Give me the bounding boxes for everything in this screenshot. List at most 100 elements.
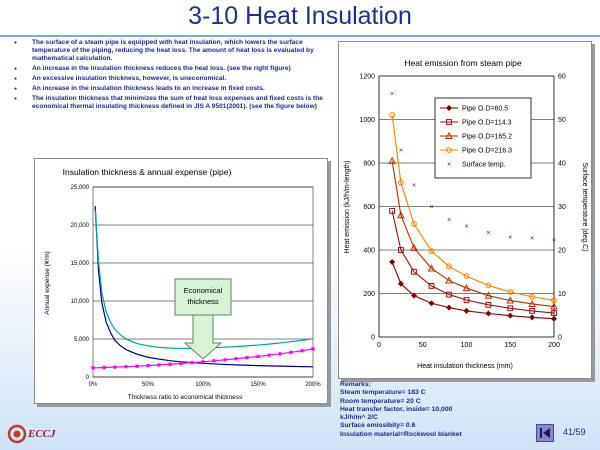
data-point: × xyxy=(412,182,416,189)
data-point xyxy=(245,356,249,360)
data-point xyxy=(551,315,557,322)
data-point xyxy=(300,349,304,353)
y-tick-label: 1200 xyxy=(359,74,375,81)
remarks-line: Heat transfer factor, inside= 10,000 xyxy=(340,405,453,413)
data-point xyxy=(446,291,452,298)
legend-label: Pipe O.D=216.3 xyxy=(462,148,512,155)
remarks-line: Room temperature= 20 C xyxy=(340,397,421,405)
x-tick-label: 0% xyxy=(89,382,98,388)
x-tick-label: 0 xyxy=(377,342,381,349)
page-title: 3-10 Heat Insulation xyxy=(188,2,412,30)
data-point xyxy=(256,354,260,359)
data-point xyxy=(529,308,536,314)
legend-label: Pipe O.D=114.3 xyxy=(462,120,512,127)
expense-chart-panel: Insulation thickness & annual expense (p… xyxy=(34,158,328,404)
y-tick-label: 10,000 xyxy=(71,299,90,305)
data-point xyxy=(411,221,417,227)
data-point xyxy=(289,350,293,354)
data-point xyxy=(267,353,271,357)
series-line xyxy=(94,205,314,368)
legend-label: Pipe O.D=165.2 xyxy=(462,134,512,141)
data-point xyxy=(410,243,418,251)
data-point xyxy=(463,307,470,314)
previous-slide-button[interactable] xyxy=(536,424,554,442)
y-tick-label: 200 xyxy=(363,291,375,298)
data-point xyxy=(446,304,452,311)
x-tick-label: 100 xyxy=(461,342,473,349)
data-point xyxy=(427,264,436,272)
data-point xyxy=(485,301,492,308)
annotation-arrow xyxy=(183,314,223,360)
data-point xyxy=(389,112,396,119)
data-point xyxy=(507,289,514,295)
remarks: Remarks: Steam temperature= 183 C Room t… xyxy=(340,381,462,439)
bullet-list: The surface of a steam pipe is equipped … xyxy=(10,39,332,113)
bullet-item: The surface of a steam pipe is equipped … xyxy=(10,39,332,64)
data-point xyxy=(190,360,194,365)
y2-tick-label: 40 xyxy=(558,161,566,168)
y2-tick-label: 20 xyxy=(558,248,566,255)
data-point xyxy=(551,310,557,316)
data-point xyxy=(484,291,493,299)
data-point xyxy=(234,357,238,361)
data-point xyxy=(462,284,471,292)
data-point: × xyxy=(552,237,556,244)
x-tick-label: 50 xyxy=(419,342,427,349)
chart-title: Insulation thickness & annual expense (p… xyxy=(63,167,232,177)
y-tick-label: 0 xyxy=(371,335,375,342)
title-underline xyxy=(0,35,600,37)
chart-title: Heat emission from steam pipe xyxy=(404,58,521,68)
data-point xyxy=(146,364,150,368)
data-point xyxy=(102,365,106,370)
data-point xyxy=(212,359,216,363)
bullet-item: An increase in the insulation thickness … xyxy=(10,85,332,93)
remarks-line: Remarks: xyxy=(340,381,371,388)
eccj-logo-icon xyxy=(7,424,27,444)
y2-tick-label: 60 xyxy=(558,74,566,81)
y-tick-label: 1000 xyxy=(359,117,375,124)
x-axis-label: Thickness ratio to economical thickness xyxy=(128,394,243,401)
x-axis-label: Heat insulation thickness (mm) xyxy=(417,363,513,370)
data-point xyxy=(485,310,492,317)
data-point xyxy=(528,299,536,307)
data-point: × xyxy=(508,234,512,241)
y2-axis-label: Surface temperature (deg.C) xyxy=(581,162,588,251)
y-tick-label: 400 xyxy=(363,248,375,255)
y-tick-label: 20,000 xyxy=(71,223,90,229)
back-icon xyxy=(540,428,550,438)
heat-emission-chart-panel: Heat emission from steam pipe Heat emiss… xyxy=(338,41,592,379)
data-point xyxy=(397,280,404,287)
x-tick-label: 50% xyxy=(142,382,155,388)
x-tick-label: 200 xyxy=(548,342,560,349)
data-point xyxy=(179,361,183,366)
y2-tick-label: 30 xyxy=(558,204,566,211)
data-point xyxy=(463,297,470,303)
x-tick-label: 150% xyxy=(250,382,266,388)
data-point xyxy=(157,363,161,367)
data-point: × xyxy=(486,230,490,237)
y2-tick-label: 50 xyxy=(558,117,566,124)
expense-chart: Insulation thickness & annual expense (p… xyxy=(44,167,321,401)
bullet-item: An increase in the insulation thickness … xyxy=(10,65,332,73)
y-axis-label: Heat emission (kJ/h/m-length) xyxy=(344,161,351,254)
data-point xyxy=(463,273,470,280)
legend-marker xyxy=(446,105,452,111)
data-point xyxy=(397,211,405,219)
remarks-line: Insulation material=Rockwool blanket xyxy=(340,430,462,438)
data-point xyxy=(124,365,128,369)
y2-tick-label: 10 xyxy=(558,291,566,298)
series-line xyxy=(391,210,555,314)
data-point: × xyxy=(429,204,433,211)
data-point xyxy=(428,248,435,254)
data-point xyxy=(223,358,227,362)
legend-label: Pipe O.D=60.5 xyxy=(462,106,508,113)
data-point xyxy=(428,300,435,307)
data-point xyxy=(388,156,396,164)
y-tick-label: 0 xyxy=(86,375,90,381)
heat-emission-chart: Heat emission from steam pipe Heat emiss… xyxy=(344,58,588,370)
x-tick-label: 150 xyxy=(504,342,516,349)
data-point: × xyxy=(399,147,403,154)
series-line xyxy=(391,115,555,302)
data-point xyxy=(529,293,536,300)
y-tick-label: 5,000 xyxy=(74,337,90,343)
